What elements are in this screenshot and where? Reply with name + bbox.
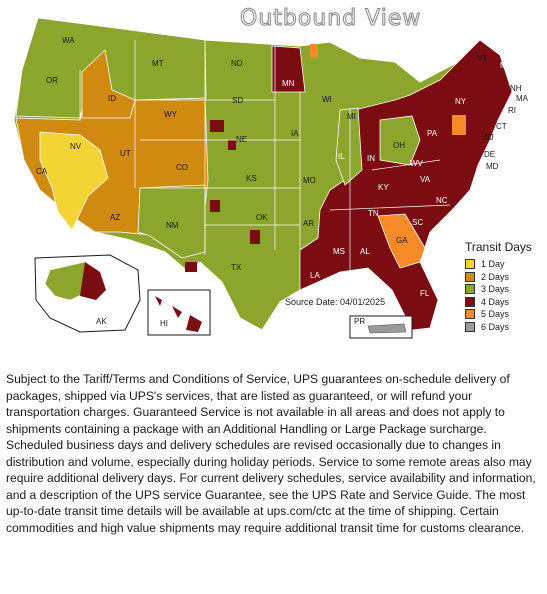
state-label-nd: ND xyxy=(231,59,243,68)
legend-item: 4 Days xyxy=(465,296,545,309)
state-label-nv: NV xyxy=(70,142,82,151)
state-label-sd: SD xyxy=(232,96,244,105)
state-label-oh: OH xyxy=(393,141,405,150)
state-label-ia: IA xyxy=(291,129,299,138)
state-label-mn: MN xyxy=(282,79,295,88)
state-label-ny: NY xyxy=(455,97,467,106)
legend: Transit Days 1 Day 2 Days 3 Days 4 Days … xyxy=(465,240,545,333)
transit-map: Outbound View WA OR CA NV ID MT WY UT AZ… xyxy=(13,6,545,339)
legend-label: 1 Day xyxy=(481,259,505,270)
state-label-ga: GA xyxy=(396,236,408,245)
legend-label: 2 Days xyxy=(481,271,510,282)
legend-swatch xyxy=(465,296,475,307)
state-label-nc: NC xyxy=(436,196,448,205)
legend-item: 2 Days xyxy=(465,271,545,284)
state-label-pa: PA xyxy=(427,129,438,138)
state-label-sc: SC xyxy=(412,218,424,227)
legend-item: 6 Days xyxy=(465,321,545,334)
state-label-tx: TX xyxy=(231,263,242,272)
puerto-rico-inset xyxy=(349,315,413,339)
state-label-va: VA xyxy=(420,175,431,184)
state-label-la: LA xyxy=(310,271,320,280)
state-label-nm: NM xyxy=(166,221,179,230)
state-label-wv: WV xyxy=(410,159,423,168)
state-label-ar: AR xyxy=(303,219,315,228)
legend-item: 3 Days xyxy=(465,283,545,296)
state-label-fl: FL xyxy=(420,289,430,298)
state-label-mi: MI xyxy=(347,112,356,121)
region-1day-nv xyxy=(39,131,109,231)
legend-label: 5 Days xyxy=(481,309,510,320)
legend-label: 6 Days xyxy=(481,321,510,332)
state-label-ri: RI xyxy=(508,106,516,115)
map-title: Outbound View xyxy=(239,6,422,32)
source-date: Source Date: 04/01/2025 xyxy=(285,297,386,307)
legend-title: Transit Days xyxy=(465,240,532,254)
state-label-co: CO xyxy=(176,163,188,172)
state-label-wi: WI xyxy=(322,95,332,104)
state-label-ct: CT xyxy=(496,122,507,131)
state-label-mt: MT xyxy=(152,59,164,68)
region-5day-ga xyxy=(377,213,426,269)
state-label-ut: UT xyxy=(120,149,131,158)
state-label-me: ME xyxy=(500,61,512,70)
us-map-graphic xyxy=(13,17,513,339)
state-label-pr: PR xyxy=(354,317,366,326)
legend-swatch xyxy=(465,309,475,320)
state-label-ok: OK xyxy=(256,213,268,222)
state-label-nj: NJ xyxy=(484,133,494,142)
state-label-nh: NH xyxy=(510,84,522,93)
legend-swatch xyxy=(465,259,475,270)
region-4day-east xyxy=(271,45,306,93)
legend-swatch xyxy=(465,284,475,295)
legend-swatch xyxy=(465,271,475,282)
state-label-il: IL xyxy=(338,152,345,161)
state-label-tn: TN xyxy=(368,209,379,218)
legend-swatch xyxy=(465,321,475,332)
hawaii-inset xyxy=(147,289,211,336)
legend-label: 4 Days xyxy=(481,296,510,307)
state-label-wa: WA xyxy=(62,36,75,45)
state-label-md: MD xyxy=(486,162,499,171)
state-label-ak: AK xyxy=(96,317,107,326)
state-label-hi: HI xyxy=(160,319,168,328)
alaska-inset xyxy=(34,254,141,333)
legend-label: 3 Days xyxy=(481,284,510,295)
state-label-wy: WY xyxy=(164,110,177,119)
state-label-mo: MO xyxy=(303,176,316,185)
state-label-ks: KS xyxy=(246,174,257,183)
state-label-de: DE xyxy=(484,150,496,159)
state-label-ca: CA xyxy=(36,167,48,176)
state-label-ky: KY xyxy=(378,183,389,192)
disclaimer-text: Subject to the Tariff/Terms and Conditio… xyxy=(6,372,536,535)
state-label-ms: MS xyxy=(333,247,345,256)
state-label-al: AL xyxy=(360,247,370,256)
state-label-or: OR xyxy=(46,76,58,85)
legend-item: 5 Days xyxy=(465,308,545,321)
state-label-in: IN xyxy=(367,154,375,163)
state-label-ne: NE xyxy=(236,135,248,144)
state-label-id: ID xyxy=(108,94,116,103)
state-label-az: AZ xyxy=(110,213,121,222)
state-label-ma: MA xyxy=(516,94,528,103)
state-label-vt: VT xyxy=(477,54,488,63)
legend-item: 1 Day xyxy=(465,258,545,271)
